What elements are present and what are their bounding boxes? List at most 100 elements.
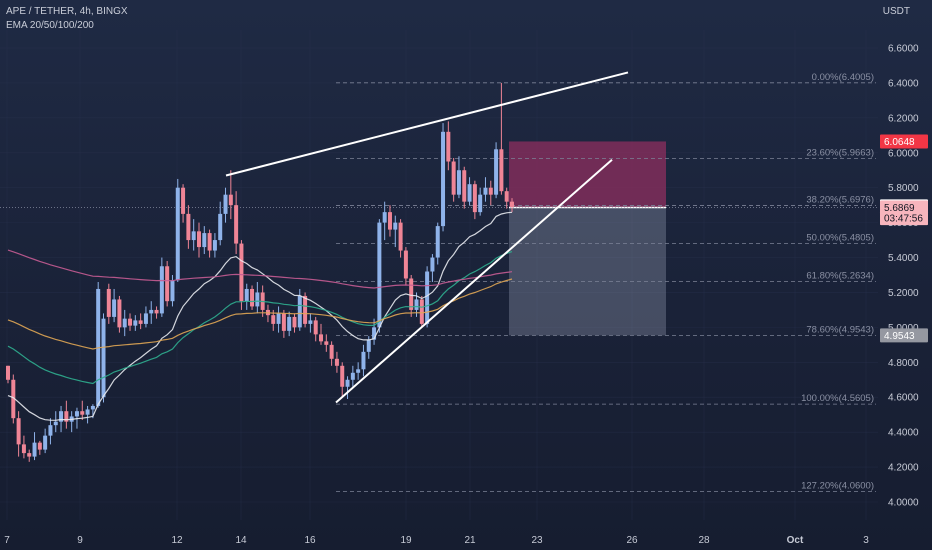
candle-body[interactable]: [329, 344, 334, 359]
candle-body[interactable]: [165, 266, 170, 302]
candle-body[interactable]: [175, 187, 180, 281]
price-tag[interactable]: [880, 328, 928, 343]
candle-body[interactable]: [313, 320, 318, 335]
candle-body[interactable]: [117, 299, 122, 328]
candle-body[interactable]: [303, 295, 308, 324]
symbol-title[interactable]: APE / TETHER, 4h, BINGX: [6, 6, 128, 17]
candle-body[interactable]: [510, 201, 514, 207]
candle-body[interactable]: [425, 271, 430, 324]
candle-body[interactable]: [292, 316, 297, 328]
candle-body[interactable]: [250, 288, 255, 307]
candle-body[interactable]: [43, 435, 48, 450]
candle-body[interactable]: [324, 341, 329, 345]
take-profit-zone[interactable]: [509, 207, 666, 336]
candle-body[interactable]: [462, 170, 467, 202]
candle-body[interactable]: [361, 351, 366, 370]
candle-body[interactable]: [101, 318, 106, 398]
candle-body[interactable]: [133, 320, 138, 326]
candle-body[interactable]: [504, 191, 509, 202]
candle-body[interactable]: [297, 295, 302, 328]
candle-body[interactable]: [27, 453, 32, 457]
candle-body[interactable]: [149, 309, 154, 314]
candle-body[interactable]: [207, 233, 212, 251]
candle-body[interactable]: [350, 372, 355, 380]
candle-body[interactable]: [345, 379, 350, 387]
candle-body[interactable]: [467, 184, 472, 202]
candle-body[interactable]: [11, 379, 16, 419]
candle-body[interactable]: [255, 292, 260, 307]
candle-body[interactable]: [276, 313, 281, 324]
candle-body[interactable]: [356, 369, 361, 373]
candle-body[interactable]: [387, 212, 392, 230]
candle-body[interactable]: [281, 313, 286, 331]
candle-body[interactable]: [32, 442, 37, 457]
candle-body[interactable]: [90, 405, 95, 410]
candle-body[interactable]: [154, 309, 159, 314]
candle-body[interactable]: [212, 240, 217, 251]
candle-body[interactable]: [202, 233, 207, 248]
indicator-legend[interactable]: EMA 20/50/100/200: [6, 20, 94, 31]
candle-body[interactable]: [472, 184, 477, 213]
candle-body[interactable]: [435, 226, 440, 258]
candle-body[interactable]: [451, 161, 456, 195]
candle-body[interactable]: [159, 266, 164, 314]
candle-body[interactable]: [191, 231, 196, 241]
candle-body[interactable]: [112, 299, 117, 317]
candle-body[interactable]: [122, 318, 127, 328]
candle-body[interactable]: [48, 425, 53, 436]
candle-body[interactable]: [85, 409, 90, 415]
candle-body[interactable]: [239, 243, 244, 302]
candle-body[interactable]: [382, 212, 387, 223]
candle-body[interactable]: [319, 334, 324, 342]
price-tag[interactable]: [880, 200, 928, 215]
candle-body[interactable]: [64, 411, 69, 422]
candle-body[interactable]: [59, 411, 64, 422]
candle-body[interactable]: [499, 149, 504, 192]
candle-body[interactable]: [271, 315, 276, 324]
candle-body[interactable]: [456, 170, 461, 195]
candle-body[interactable]: [143, 313, 148, 324]
candle-body[interactable]: [377, 222, 382, 328]
candle-body[interactable]: [234, 205, 239, 244]
candle-body[interactable]: [372, 327, 377, 340]
candle-body[interactable]: [196, 231, 201, 248]
candle-body[interactable]: [430, 257, 435, 272]
candle-body[interactable]: [366, 339, 371, 352]
candle-body[interactable]: [138, 320, 143, 324]
candle-body[interactable]: [186, 213, 191, 241]
candle-body[interactable]: [37, 442, 42, 450]
upper-trendline[interactable]: [225, 71, 629, 177]
candle-body[interactable]: [53, 421, 58, 426]
candle-body[interactable]: [446, 131, 451, 162]
candle-body[interactable]: [223, 194, 228, 214]
candle-body[interactable]: [414, 299, 419, 310]
candle-body[interactable]: [6, 365, 10, 380]
candle-body[interactable]: [181, 187, 186, 214]
stop-loss-zone[interactable]: [509, 141, 666, 208]
candle-body[interactable]: [409, 278, 414, 310]
candle-body[interactable]: [403, 250, 408, 279]
candle-body[interactable]: [441, 131, 446, 227]
candle-body[interactable]: [478, 194, 483, 213]
candle-body[interactable]: [398, 222, 403, 251]
price-tag[interactable]: [880, 134, 928, 149]
candle-body[interactable]: [393, 222, 398, 230]
candle-body[interactable]: [74, 411, 79, 417]
candle-body[interactable]: [494, 149, 499, 195]
lower-trendline[interactable]: [335, 159, 613, 404]
candle-body[interactable]: [218, 213, 223, 241]
price-tag[interactable]: [880, 211, 928, 226]
candle-body[interactable]: [80, 411, 85, 415]
candle-body[interactable]: [334, 358, 339, 366]
candle-body[interactable]: [287, 316, 292, 331]
candle-body[interactable]: [16, 418, 21, 445]
candle-body[interactable]: [170, 280, 175, 302]
candle-body[interactable]: [483, 187, 488, 195]
candle-body[interactable]: [308, 320, 313, 324]
candle-body[interactable]: [244, 288, 249, 302]
candle-body[interactable]: [21, 444, 26, 454]
candle-body[interactable]: [228, 194, 233, 206]
candle-body[interactable]: [340, 365, 345, 387]
candle-body[interactable]: [128, 318, 133, 326]
